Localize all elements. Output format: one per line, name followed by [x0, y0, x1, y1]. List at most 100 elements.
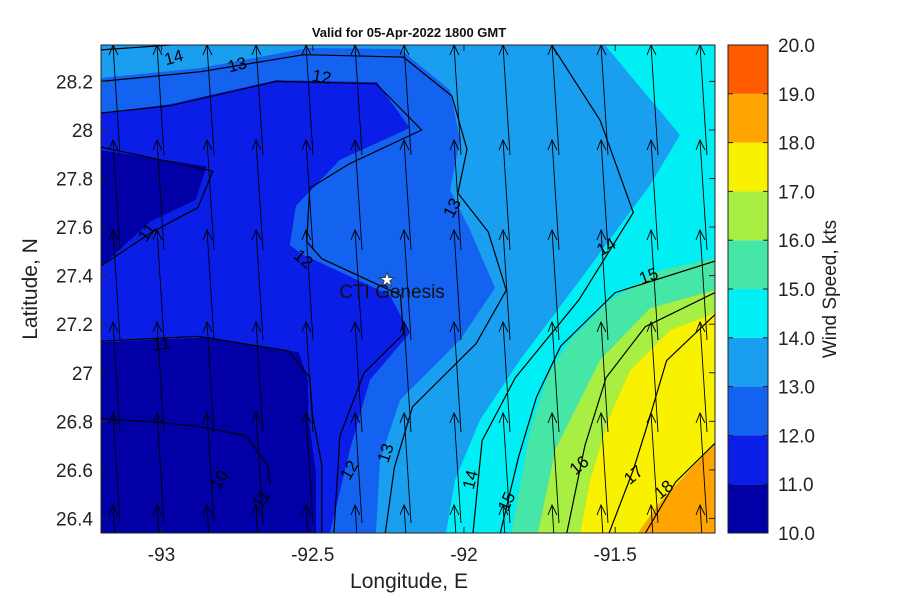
region-15-16: [511, 258, 715, 533]
colorbar-band-18-19: [728, 93, 768, 143]
wind-arrow: [202, 320, 215, 433]
wind-arrow: [350, 138, 363, 251]
x-tick-label: -92.5: [291, 545, 334, 566]
wind-arrow: [596, 411, 609, 524]
region-10-11-west: [101, 150, 207, 267]
y-axis: 28.2 28 27.8 27.6 27.4 27.2 27 26.8 26.6 26.4: [56, 72, 715, 530]
x-tick-label: -91.5: [594, 545, 637, 566]
wind-arrow: [152, 503, 163, 533]
wind-arrow: [202, 138, 215, 251]
wind-arrow: [301, 138, 314, 251]
wind-arrow: [596, 320, 609, 433]
contour-line-12: [101, 80, 423, 533]
wind-arrow: [695, 138, 708, 251]
x-tick-label: -92: [450, 545, 477, 566]
wind-arrow: [202, 45, 215, 156]
wind-arrow: [350, 320, 363, 433]
contour-label-13: 13: [374, 441, 398, 465]
wind-arrow: [301, 503, 312, 533]
wind-arrow: [108, 503, 119, 533]
wind-arrow: [251, 503, 262, 533]
wind-arrow: [202, 228, 215, 341]
contour-label-14: 14: [459, 468, 482, 491]
wind-arrow: [646, 320, 659, 433]
colorbar-tick-label: 12.0: [778, 426, 815, 447]
colorbar-tick-label: 11.0: [778, 475, 814, 496]
wind-arrow: [350, 228, 363, 341]
y-tick-label: 26.4: [56, 509, 93, 530]
contour-label-12: 12: [311, 66, 333, 88]
contour-line-14: [472, 45, 634, 533]
colorbar-band-12-13: [728, 386, 768, 436]
y-tick-label: 27.4: [56, 267, 93, 288]
wind-arrow: [108, 228, 121, 341]
contour-label-11: 11: [151, 333, 171, 354]
wind-arrow: [251, 45, 264, 156]
wind-arrow: [108, 320, 121, 433]
wind-arrow: [547, 138, 560, 251]
colorbar-tick-label: 16.0: [778, 231, 815, 252]
wind-arrow: [152, 228, 165, 341]
wind-arrow: [399, 503, 410, 533]
chart-title: Valid for 05-Apr-2022 1800 GMT: [312, 25, 506, 40]
wind-arrow: [152, 45, 165, 156]
contour-label-14: 14: [162, 46, 185, 69]
wind-arrow: [449, 320, 462, 433]
wind-arrow: [202, 503, 213, 533]
wind-arrow: [202, 411, 215, 524]
wind-arrow: [350, 45, 363, 156]
wind-arrow: [449, 228, 462, 341]
x-axis: -93 -92.5 -92 -91.5: [148, 45, 637, 566]
contour-lines: [101, 45, 715, 533]
contour-line-14: [101, 45, 171, 51]
wind-arrow: [399, 411, 412, 524]
region-14-15: [446, 45, 715, 533]
wind-arrow: [449, 138, 462, 251]
wind-arrow: [596, 45, 609, 156]
colorbar-label: Wind Speed, kts: [820, 220, 841, 358]
y-tick-label: 27: [72, 364, 93, 385]
region-11-12: [101, 80, 410, 533]
wind-arrow: [646, 411, 659, 524]
wind-arrow: [108, 45, 121, 156]
y-tick-label: 27.2: [56, 315, 93, 336]
wind-arrow: [301, 45, 314, 156]
wind-arrow: [596, 138, 609, 251]
colorbar-ticks: 10.0 11.0 12.0 13.0 14.0 15.0 16.0 17.0 18.0 19.0…: [728, 36, 815, 545]
plot-frame: [100, 44, 716, 534]
wind-arrow: [449, 503, 460, 533]
colorbar-band-13-14: [728, 337, 768, 387]
y-tick-label: 27.8: [56, 170, 93, 191]
colorbar-tick-label: 20.0: [778, 36, 815, 57]
wind-arrow: [399, 138, 412, 251]
colorbar-band-19-20: [728, 45, 768, 94]
y-tick-label: 26.6: [56, 461, 93, 482]
wind-arrow: [350, 503, 361, 533]
contour-label-13: 13: [226, 53, 249, 76]
colorbar-band-17-18: [728, 142, 768, 192]
wind-arrow: [449, 411, 462, 524]
colorbar-tick-label: 13.0: [778, 378, 815, 399]
contour-line-16: [566, 292, 715, 533]
wind-arrow: [498, 45, 511, 156]
contour-line-15: [499, 260, 715, 533]
wind-arrow: [399, 228, 412, 341]
colorbar-band-10-11: [728, 484, 768, 533]
wind-arrow: [251, 320, 264, 433]
wind-arrow: [547, 411, 560, 524]
y-tick-label: 26.8: [56, 412, 93, 433]
wind-arrow: [547, 45, 560, 156]
wind-arrow: [695, 411, 708, 524]
contour-line-18: [644, 442, 715, 533]
y-tick-label: 27.6: [56, 218, 93, 239]
x-tick-label: -93: [148, 545, 175, 566]
wind-arrow: [695, 503, 706, 533]
y-axis-label: Latitude, N: [19, 238, 42, 340]
wind-vector-field: [108, 45, 708, 533]
colorbar-tick-label: 19.0: [778, 85, 815, 106]
wind-arrow: [547, 503, 558, 533]
y-tick-label: 28.2: [56, 72, 93, 93]
contour-line-10: [101, 418, 271, 485]
